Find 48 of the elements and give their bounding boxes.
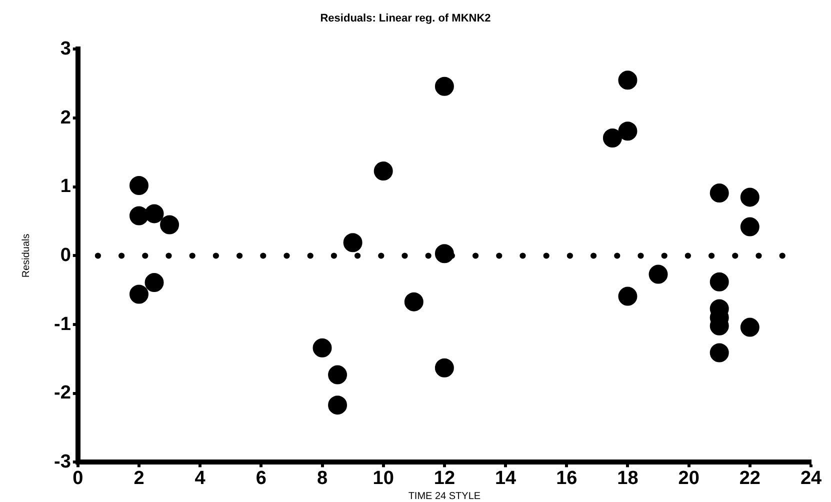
chart-title: Residuals: Linear reg. of MKNK2 [320,12,491,25]
y-tick-label: 2 [60,107,71,128]
x-tick-label: 22 [739,468,760,489]
x-tick-label: 12 [434,468,456,489]
x-axis-title: TIME 24 STYLE [408,490,481,502]
x-tick-label: 14 [494,468,517,489]
point [740,217,760,236]
y-tick-label: -3 [54,451,71,472]
x-tick-label: 2 [134,468,144,489]
point [710,272,729,292]
point [328,396,348,415]
point [434,76,454,96]
x-tick-label: 20 [678,468,700,489]
point [618,286,638,306]
y-axis-title: Residuals [20,234,32,278]
x-tick-label: 16 [556,468,578,489]
x-tick-label: 24 [800,468,822,489]
point [343,233,362,252]
point [710,184,729,203]
point [129,284,148,304]
point [740,188,760,207]
x-tick-label: 18 [617,468,638,489]
point [434,244,454,264]
point [312,338,332,358]
point [618,70,638,90]
point [404,292,424,312]
x-tick-label: 6 [256,468,266,489]
x-tick-label: 8 [316,468,328,489]
x-tick-label: 10 [372,468,394,489]
point [328,365,348,384]
y-tick-label: -2 [54,382,71,404]
y-tick-label: 3 [60,38,71,60]
point [648,264,668,284]
point [602,128,622,148]
point [129,206,148,226]
y-tick-label: 0 [60,244,71,266]
point [144,273,164,292]
point [129,176,148,195]
point [618,122,638,141]
point [144,204,164,224]
point [434,358,454,378]
y-tick-label: 1 [60,176,72,198]
x-tick-label: 4 [194,468,206,489]
point [374,162,393,181]
point [740,318,760,337]
point [710,343,729,362]
y-tick-label: -1 [54,314,72,335]
point [160,215,180,234]
